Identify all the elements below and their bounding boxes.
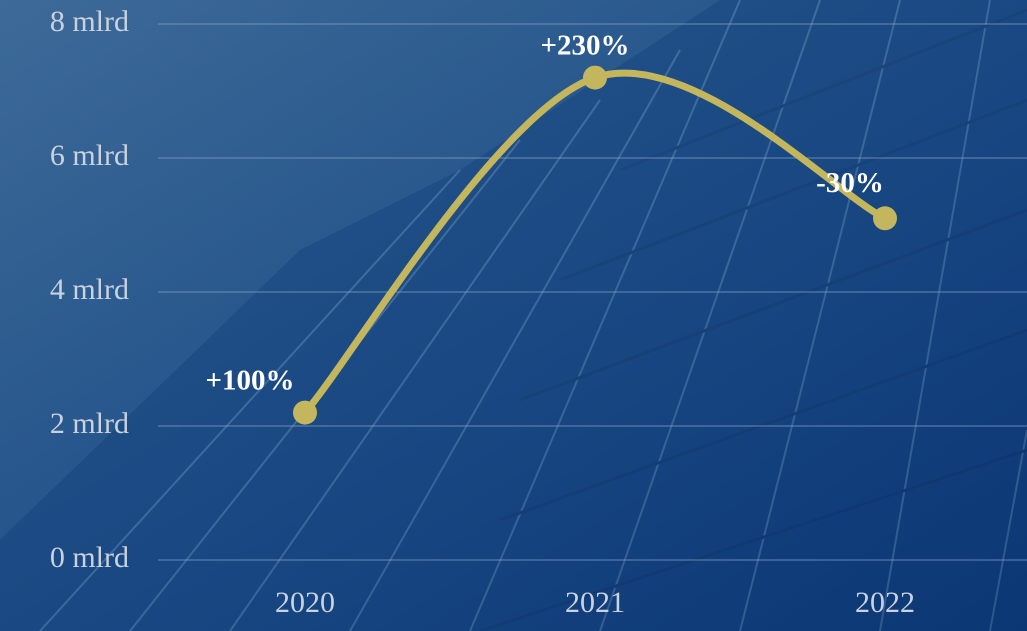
- y-tick-label: 8 mlrd: [50, 5, 129, 38]
- point-label: +100%: [205, 364, 294, 396]
- x-tick-label: 2020: [275, 586, 335, 619]
- point: [873, 206, 897, 231]
- x-tick-label: 2021: [565, 586, 625, 619]
- y-tick-label: 6 mlrd: [50, 139, 129, 172]
- y-tick-label: 0 mlrd: [50, 541, 129, 574]
- x-tick-label: 2022: [855, 586, 915, 619]
- point-label: -30%: [816, 167, 884, 199]
- y-tick-label: 2 mlrd: [50, 407, 129, 440]
- point-label: +230%: [540, 29, 629, 61]
- point: [293, 400, 317, 425]
- point: [583, 65, 607, 90]
- y-tick-label: 4 mlrd: [50, 273, 129, 306]
